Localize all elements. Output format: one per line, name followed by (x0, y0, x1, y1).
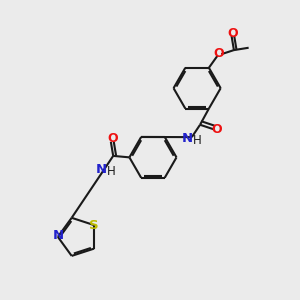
Text: N: N (182, 131, 193, 145)
Text: H: H (193, 134, 202, 147)
Text: H: H (106, 165, 115, 178)
Text: N: N (95, 163, 106, 176)
Text: O: O (214, 47, 224, 60)
Text: O: O (228, 26, 238, 40)
Text: S: S (89, 219, 99, 232)
Text: O: O (212, 123, 222, 136)
Text: N: N (52, 229, 63, 242)
Text: O: O (107, 132, 118, 145)
